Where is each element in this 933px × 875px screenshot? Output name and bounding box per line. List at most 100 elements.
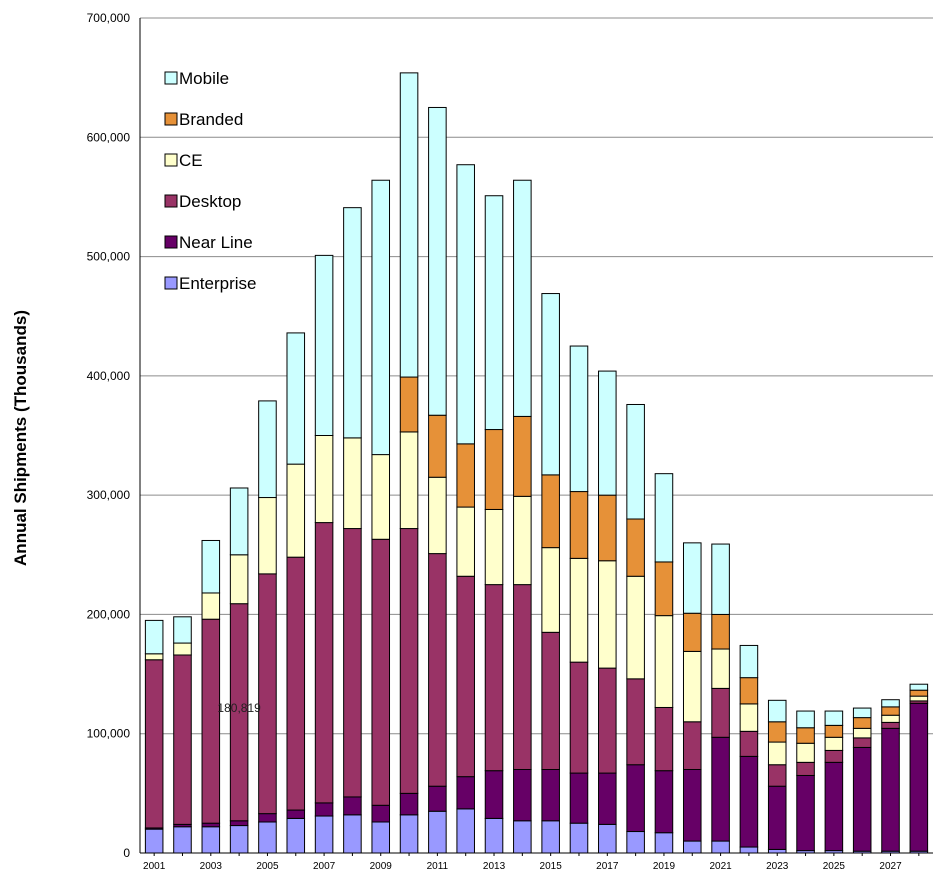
bar-segment-near-line	[824, 761, 844, 852]
bar-segment-desktop	[201, 618, 221, 824]
legend-swatch-near-line	[164, 235, 178, 249]
bar-segment-enterprise	[144, 828, 164, 854]
bar-segment-enterprise	[711, 840, 730, 854]
bar-segment-ce	[144, 653, 164, 661]
bar-segment-ce	[598, 560, 617, 669]
bar-segment-desktop	[513, 584, 532, 770]
bar-segment-near-line	[598, 772, 617, 825]
x-tick-label: 2011	[427, 861, 449, 872]
bar-segment-enterprise	[343, 814, 362, 854]
bar-segment-near-line	[399, 792, 419, 816]
bar-segment-branded	[456, 443, 475, 508]
bar-segment-enterprise	[682, 840, 702, 854]
bar-segment-near-line	[371, 804, 391, 823]
bar-segment-ce	[881, 714, 900, 723]
bar-segment-desktop	[314, 522, 334, 804]
bar-segment-mobile	[484, 195, 504, 431]
bar-segment-mobile	[428, 106, 447, 416]
bar-segment-mobile	[229, 487, 249, 556]
bar-segment-ce	[513, 495, 532, 586]
bar-segment-near-line	[767, 785, 787, 850]
bar-stack-2011	[428, 106, 447, 854]
bar-segment-desktop	[456, 575, 475, 778]
bar-segment-near-line	[654, 770, 674, 834]
bar-segment-ce	[371, 454, 391, 540]
bar-segment-enterprise	[399, 814, 419, 854]
x-tick-label: 2001	[143, 861, 166, 872]
y-tick-label: 500,000	[87, 250, 131, 264]
bar-segment-desktop	[598, 667, 617, 774]
x-tick-label: 2013	[483, 861, 506, 872]
legend-swatch-desktop	[164, 194, 178, 208]
bar-segment-near-line	[201, 822, 221, 828]
legend: Mobile Branded CE Desktop Near Line Enterpris…	[164, 69, 256, 293]
bar-stack-2009	[371, 179, 391, 854]
bar-segment-ce	[173, 642, 192, 656]
bar-segment-mobile	[569, 345, 589, 493]
bar-segment-mobile	[711, 543, 730, 615]
bar-segment-desktop	[711, 687, 730, 738]
bar-segment-ce	[711, 648, 730, 689]
bar-segment-enterprise	[258, 821, 277, 854]
bar-segment-branded	[654, 561, 674, 617]
y-tick-label: 300,000	[87, 488, 131, 502]
bar-segment-enterprise	[484, 817, 504, 854]
bar-stack-2008	[343, 207, 362, 854]
bar-segment-ce	[229, 554, 249, 605]
bar-segment-mobile	[767, 699, 787, 723]
bar-segment-enterprise	[598, 823, 617, 854]
bar-segment-desktop	[371, 538, 391, 806]
bar-segment-branded	[767, 721, 787, 743]
bar-segment-ce	[739, 703, 759, 732]
bar-segment-desktop	[343, 528, 362, 798]
bar-stack-2005	[258, 400, 277, 854]
bar-segment-near-line	[314, 802, 334, 817]
bar-segment-desktop	[541, 631, 560, 770]
bar-segment-ce	[909, 695, 929, 702]
legend-label: Branded	[179, 110, 243, 129]
bar-segment-mobile	[852, 707, 872, 719]
legend-label: Near Line	[179, 233, 253, 252]
bar-segment-desktop	[767, 764, 787, 787]
bar-stack-2014	[513, 179, 532, 854]
bar-segment-mobile	[399, 72, 419, 378]
bar-segment-branded	[852, 717, 872, 729]
bar-segment-near-line	[682, 769, 702, 842]
x-tick-label: 2027	[879, 861, 902, 872]
bar-segment-near-line	[343, 796, 362, 816]
bar-segment-near-line	[428, 785, 447, 812]
bar-segment-mobile	[371, 179, 391, 456]
bar-segment-branded	[711, 613, 730, 650]
bar-segment-enterprise	[456, 808, 475, 854]
y-axis-label: Annual Shipments (Thousands)	[11, 310, 30, 566]
bar-segment-branded	[739, 677, 759, 705]
bar-segment-mobile	[626, 403, 645, 520]
bar-stack-2026	[852, 707, 872, 854]
bar-segment-desktop	[626, 678, 645, 766]
bar-segment-near-line	[739, 755, 759, 848]
bar-stack-2024	[796, 710, 815, 854]
bar-segment-mobile	[682, 542, 702, 614]
x-tick-label: 2009	[370, 861, 393, 872]
bar-segment-near-line	[286, 809, 306, 819]
bar-segment-enterprise	[541, 820, 560, 854]
bar-stack-2021	[711, 543, 730, 854]
bar-segment-desktop	[824, 749, 844, 763]
bar-segment-desktop	[569, 661, 589, 774]
bar-segment-ce	[852, 727, 872, 739]
bar-segment-branded	[541, 474, 560, 549]
bar-segment-enterprise	[173, 826, 192, 854]
x-tick-label: 2021	[709, 861, 732, 872]
bar-segment-ce	[286, 463, 306, 558]
y-tick-label: 600,000	[87, 130, 131, 144]
bar-segment-enterprise	[371, 821, 391, 854]
legend-swatch-enterprise	[164, 276, 178, 290]
bar-segment-branded	[484, 429, 504, 510]
bar-segment-branded	[626, 518, 645, 577]
bar-segment-branded	[796, 727, 815, 744]
bar-segment-near-line	[541, 769, 560, 822]
bar-segment-ce	[314, 435, 334, 524]
bar-segment-branded	[682, 612, 702, 652]
bar-segment-mobile	[513, 179, 532, 417]
bar-segment-mobile	[173, 616, 192, 644]
